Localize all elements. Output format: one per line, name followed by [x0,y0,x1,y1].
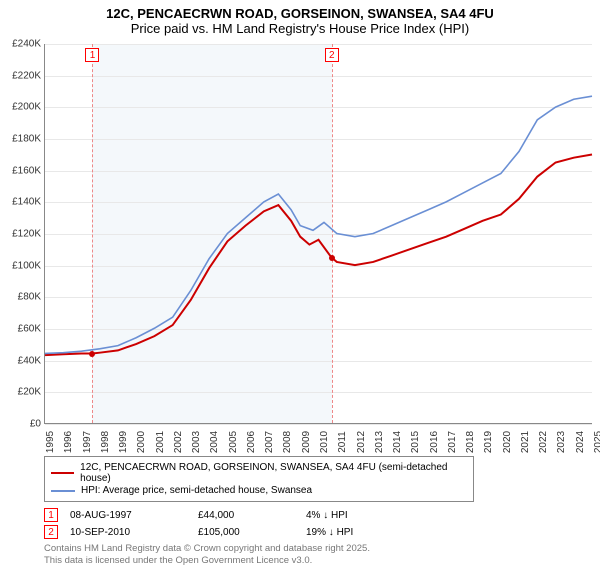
y-axis-tick-label: £100K [3,260,41,271]
gridline [45,424,592,425]
sale-row: 1 08-AUG-1997£44,0004% ↓ HPI [44,508,592,522]
x-axis-tick-label: 2010 [319,431,330,453]
x-axis-tick-label: 2012 [356,431,367,453]
x-axis-tick-label: 2006 [246,431,257,453]
line-series-svg [45,44,592,423]
chart-plot-area: £0£20K£40K£60K£80K£100K£120K£140K£160K£1… [44,44,592,424]
title-line-2: Price paid vs. HM Land Registry's House … [0,21,600,36]
x-axis-tick-label: 1997 [82,431,93,453]
y-axis-tick-label: £140K [3,197,41,208]
legend-box: 12C, PENCAECRWN ROAD, GORSEINON, SWANSEA… [44,456,474,502]
sale-point [89,351,95,357]
x-axis-tick-label: 2022 [538,431,549,453]
y-axis-tick-label: £160K [3,165,41,176]
sale-marker-box: 1 [85,48,99,62]
y-axis-tick-label: £180K [3,134,41,145]
chart-footer: 12C, PENCAECRWN ROAD, GORSEINON, SWANSEA… [44,456,592,567]
x-axis-tick-label: 2009 [301,431,312,453]
x-axis-tick-label: 2019 [483,431,494,453]
sale-row-diff: 4% ↓ HPI [306,510,426,521]
x-axis-tick-label: 2007 [264,431,275,453]
footnote-line-2: This data is licensed under the Open Gov… [44,555,312,566]
x-axis-tick-label: 2023 [556,431,567,453]
x-axis-tick-label: 2000 [136,431,147,453]
y-axis-tick-label: £240K [3,39,41,50]
legend-row: HPI: Average price, semi-detached house,… [51,485,467,496]
y-axis-tick-label: £80K [3,292,41,303]
x-axis-tick-label: 2001 [155,431,166,453]
y-axis-tick-label: £60K [3,324,41,335]
x-axis-tick-label: 1999 [118,431,129,453]
x-axis-tick-label: 2011 [337,431,348,453]
chart-title: 12C, PENCAECRWN ROAD, GORSEINON, SWANSEA… [0,0,600,38]
series-line-price_paid [45,155,592,356]
sale-row-price: £105,000 [198,527,306,538]
y-axis-tick-label: £20K [3,387,41,398]
series-line-hpi [45,96,592,353]
legend-label: HPI: Average price, semi-detached house,… [81,485,312,496]
sale-row-price: £44,000 [198,510,306,521]
legend-swatch [51,490,75,492]
x-axis-tick-label: 2004 [209,431,220,453]
sale-point [329,255,335,261]
x-axis-tick-label: 2024 [575,431,586,453]
x-axis-tick-label: 2014 [392,431,403,453]
x-axis-tick-label: 2003 [191,431,202,453]
x-axis-tick-label: 2020 [502,431,513,453]
y-axis-tick-label: £200K [3,102,41,113]
sale-row: 2 10-SEP-2010£105,00019% ↓ HPI [44,525,592,539]
x-axis-tick-label: 2013 [374,431,385,453]
y-axis-tick-label: £0 [3,419,41,430]
x-axis-tick-label: 1995 [45,431,56,453]
x-axis-tick-label: 2025 [593,431,600,453]
x-axis-tick-label: 2021 [520,431,531,453]
legend-swatch [51,472,74,474]
x-axis-tick-label: 2002 [173,431,184,453]
legend-row: 12C, PENCAECRWN ROAD, GORSEINON, SWANSEA… [51,462,467,484]
sale-row-date: 10-SEP-2010 [70,527,198,538]
sale-row-marker: 1 [44,508,58,522]
x-axis-tick-label: 2008 [282,431,293,453]
x-axis-tick-label: 2016 [429,431,440,453]
x-axis-tick-label: 2005 [228,431,239,453]
title-line-1: 12C, PENCAECRWN ROAD, GORSEINON, SWANSEA… [0,6,600,21]
y-axis-tick-label: £220K [3,70,41,81]
y-axis-tick-label: £40K [3,355,41,366]
sale-row-marker: 2 [44,525,58,539]
x-axis-tick-label: 2018 [465,431,476,453]
x-axis-tick-label: 1998 [100,431,111,453]
sale-marker-box: 2 [325,48,339,62]
x-axis-tick-label: 2015 [410,431,421,453]
x-axis-tick-label: 2017 [447,431,458,453]
footnote: Contains HM Land Registry data © Crown c… [44,543,592,567]
sales-list: 1 08-AUG-1997£44,0004% ↓ HPI 2 10-SEP-2010£… [44,508,592,539]
x-axis-tick-label: 1996 [63,431,74,453]
legend-label: 12C, PENCAECRWN ROAD, GORSEINON, SWANSEA… [80,462,467,484]
sale-row-date: 08-AUG-1997 [70,510,198,521]
y-axis-tick-label: £120K [3,229,41,240]
sale-row-diff: 19% ↓ HPI [306,527,426,538]
footnote-line-1: Contains HM Land Registry data © Crown c… [44,543,370,554]
